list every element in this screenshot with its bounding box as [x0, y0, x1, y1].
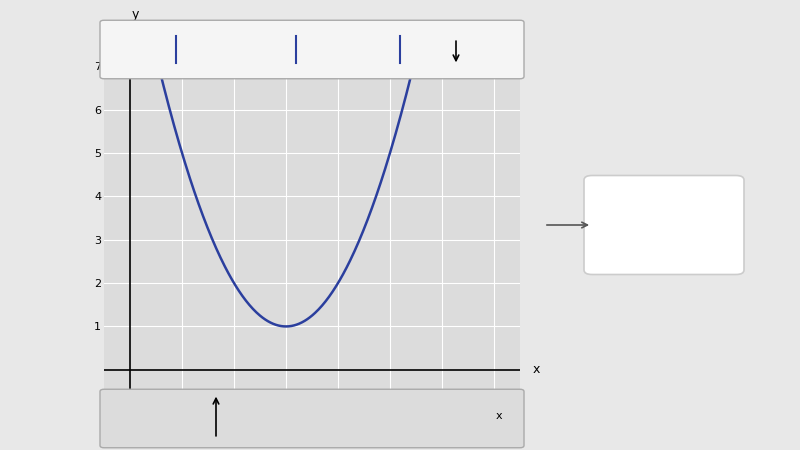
Text: x: x	[533, 363, 540, 376]
Text: x: x	[496, 411, 502, 421]
FancyBboxPatch shape	[100, 389, 524, 448]
FancyBboxPatch shape	[584, 176, 744, 274]
Text: y: y	[131, 8, 139, 21]
FancyBboxPatch shape	[100, 20, 524, 79]
